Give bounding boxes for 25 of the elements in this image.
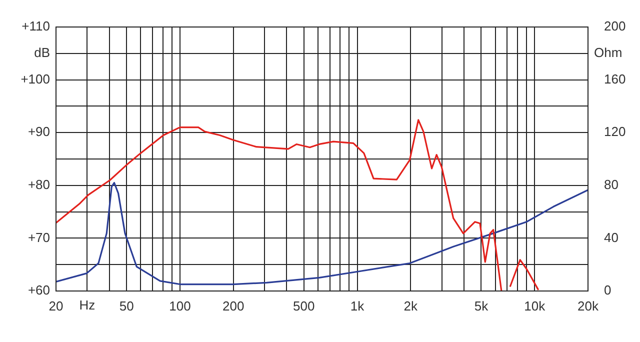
x-tick-label: 20: [48, 298, 64, 314]
y-tick-label: +100: [20, 71, 50, 86]
y-tick-label: +90: [28, 124, 50, 140]
x-tick-label: 100: [169, 298, 191, 314]
y-tick-label: +60: [28, 282, 50, 298]
y-tick-label: +70: [28, 230, 50, 245]
x-axis-title: Hz: [79, 298, 96, 313]
y2-tick-label: 40: [604, 230, 618, 245]
x-tick-label: 500: [293, 298, 315, 314]
y2-tick-label: 80: [604, 176, 618, 192]
y2-tick-label: 200: [604, 18, 626, 34]
y2-tick-label: 0: [604, 282, 612, 298]
x-tick-label: 20k: [578, 298, 599, 314]
y-tick-label: +110: [22, 18, 50, 34]
x-tick-label: 50: [119, 298, 134, 314]
x-tick-label: 2k: [404, 298, 418, 314]
y2-tick-label: 120: [604, 124, 626, 140]
x-tick-label: 10k: [524, 298, 546, 314]
y2-tick-label: 160: [604, 71, 626, 86]
y-axis-title: dB: [34, 44, 50, 60]
x-tick-label: 5k: [474, 298, 489, 314]
y2-axis-title: Ohm: [594, 44, 622, 60]
x-tick-label: 200: [222, 298, 244, 314]
x-tick-label: 1k: [350, 298, 365, 314]
y-tick-label: +80: [28, 176, 50, 192]
